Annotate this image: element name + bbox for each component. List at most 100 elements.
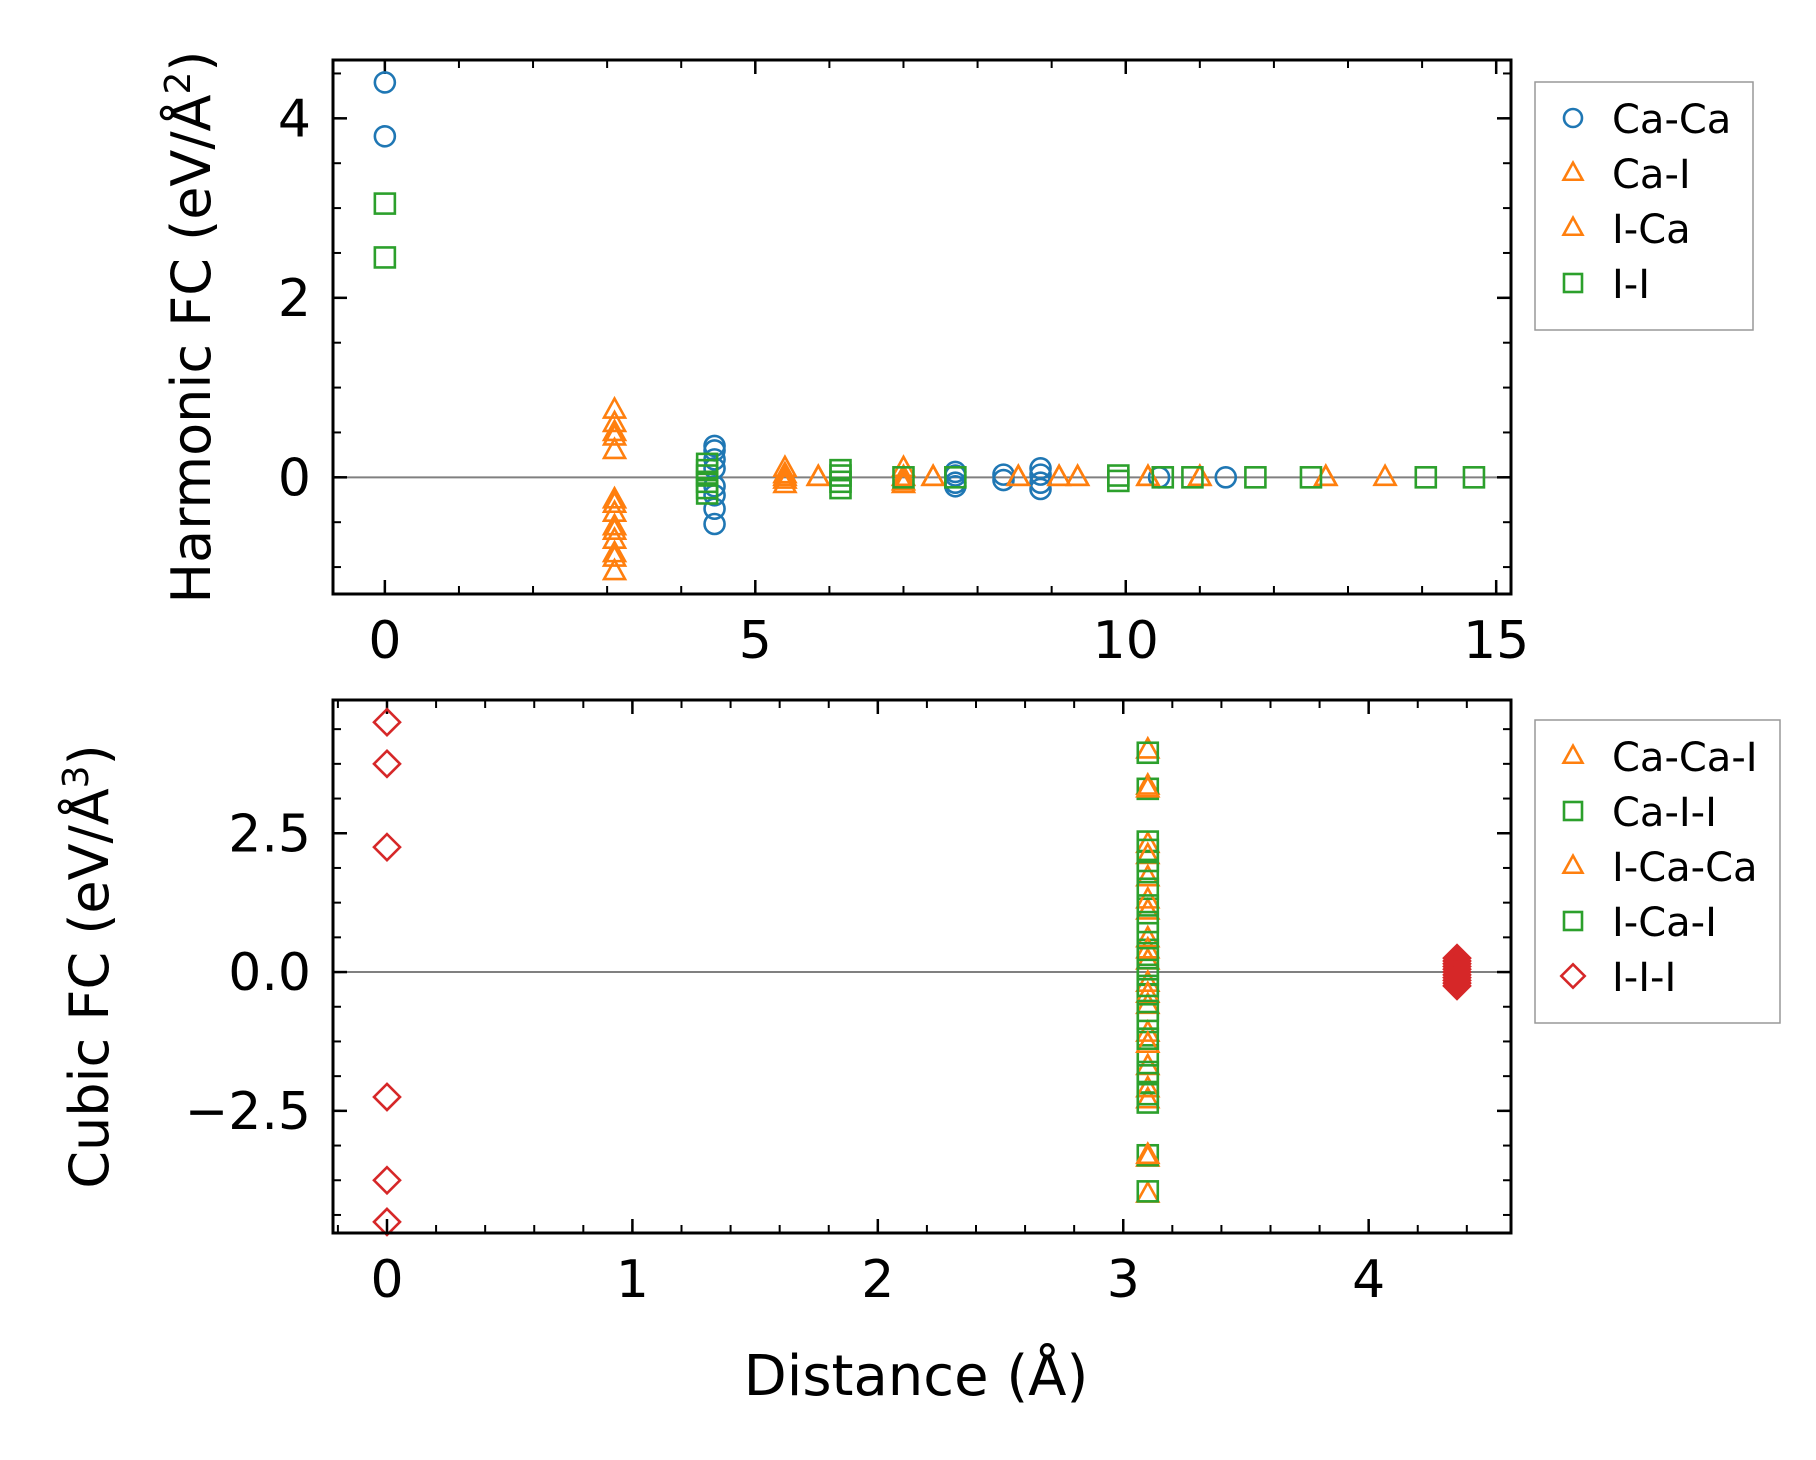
data-point xyxy=(772,470,798,494)
data-point xyxy=(601,436,628,460)
data-point xyxy=(1151,466,1175,489)
legend-label: Ca-I xyxy=(1612,152,1691,198)
legend: Ca-Ca Ca-I I-Ca I-I xyxy=(1534,81,1754,331)
legend-label: Ca-I-I xyxy=(1612,790,1717,836)
data-point xyxy=(1136,999,1160,1023)
data-point xyxy=(601,395,628,419)
data-point xyxy=(1135,1085,1161,1109)
data-point xyxy=(1181,466,1204,489)
x-tick-label: 4 xyxy=(1352,1250,1385,1310)
data-point xyxy=(1187,463,1213,487)
x-tick-label: 10 xyxy=(1093,611,1159,671)
data-point xyxy=(372,749,402,779)
data-point xyxy=(601,512,628,536)
y-label-close: ) xyxy=(58,744,121,765)
x-tick-label: 0 xyxy=(368,611,401,671)
legend-label: I-Ca-Ca xyxy=(1612,845,1758,891)
data-point xyxy=(1135,968,1161,992)
x-tick-label: 2 xyxy=(861,1250,894,1310)
data-point xyxy=(1414,466,1438,489)
data-point xyxy=(373,192,397,215)
x-axis-label: Distance (Å) xyxy=(744,1343,1089,1409)
data-point xyxy=(1136,974,1160,998)
data-point xyxy=(1136,1060,1160,1084)
series-i-ca xyxy=(601,418,1339,567)
data-point xyxy=(1046,463,1072,487)
data-point xyxy=(829,470,852,494)
data-point xyxy=(920,463,946,487)
data-point xyxy=(1136,838,1160,862)
data-point xyxy=(1136,877,1160,901)
series-ca-ca-i xyxy=(1135,735,1161,1203)
data-point xyxy=(601,422,628,446)
data-point xyxy=(601,557,628,581)
data-point xyxy=(1372,463,1398,487)
data-point xyxy=(1135,1179,1161,1203)
y-tick-label: 0 xyxy=(278,448,311,508)
data-point xyxy=(1135,774,1161,798)
data-point xyxy=(772,460,798,484)
y-tick-label: 2.5 xyxy=(228,804,311,864)
data-point xyxy=(1135,735,1161,759)
data-point xyxy=(1107,464,1130,487)
data-point xyxy=(1064,463,1091,487)
data-point xyxy=(1244,466,1267,489)
data-point xyxy=(805,463,831,487)
cubic-y-axis-label: Cubic FC (eV/Å3) xyxy=(56,744,121,1188)
data-point xyxy=(1442,954,1472,985)
data-point xyxy=(1135,771,1161,795)
data-point xyxy=(1442,971,1472,1001)
data-point xyxy=(1136,946,1160,970)
data-point xyxy=(1136,1044,1160,1067)
y-tick-label: 4 xyxy=(278,89,311,149)
data-point xyxy=(1135,1074,1161,1098)
data-point xyxy=(1442,948,1472,979)
harmonic-y-axis-label: Harmonic FC (eV/Å2) xyxy=(158,51,223,604)
y-tick-label: 0.0 xyxy=(228,943,311,1003)
data-point xyxy=(601,418,628,442)
data-point xyxy=(372,1207,402,1237)
data-point xyxy=(892,466,915,489)
data-point xyxy=(1135,924,1161,948)
x-tick-label: 5 xyxy=(739,611,772,671)
data-point xyxy=(890,467,917,491)
data-point xyxy=(1136,1180,1160,1203)
legend-marker xyxy=(1562,272,1584,294)
data-point xyxy=(1462,466,1486,489)
legend-label: Ca-Ca xyxy=(1612,97,1731,143)
data-point xyxy=(1136,921,1160,945)
y-label-close: ) xyxy=(160,51,223,72)
data-point xyxy=(772,465,798,489)
data-point xyxy=(1135,896,1161,920)
data-point xyxy=(829,476,852,500)
data-point xyxy=(601,490,628,514)
data-point xyxy=(1442,951,1472,982)
x-tick-label: 15 xyxy=(1463,611,1529,671)
series-ca-ca xyxy=(373,71,1238,536)
data-point xyxy=(1064,463,1091,487)
data-point xyxy=(1442,965,1472,996)
data-point xyxy=(372,707,402,738)
data-point xyxy=(1187,463,1213,487)
data-point xyxy=(944,466,967,489)
data-point xyxy=(1442,968,1472,998)
x-tick-label: 3 xyxy=(1107,1250,1140,1310)
legend-label: I-Ca-I xyxy=(1612,900,1717,946)
y-tick-label: 2 xyxy=(278,269,311,329)
legend: Ca-Ca-I Ca-I-I I-Ca-Ca I-Ca-I I-I-I xyxy=(1534,719,1781,1024)
data-point xyxy=(1005,463,1032,487)
legend-marker xyxy=(1562,800,1584,822)
data-point xyxy=(1029,463,1052,486)
legend-marker xyxy=(1561,159,1585,182)
legend-frame xyxy=(1534,81,1754,331)
data-point xyxy=(829,464,852,487)
y-tick-label: −2.5 xyxy=(185,1082,311,1142)
legend-label: Ca-Ca-I xyxy=(1612,735,1758,781)
data-point xyxy=(695,482,719,505)
data-point xyxy=(1136,894,1160,917)
data-point xyxy=(1136,1027,1160,1050)
data-point xyxy=(1442,962,1472,993)
axes-frame xyxy=(331,698,1513,1235)
